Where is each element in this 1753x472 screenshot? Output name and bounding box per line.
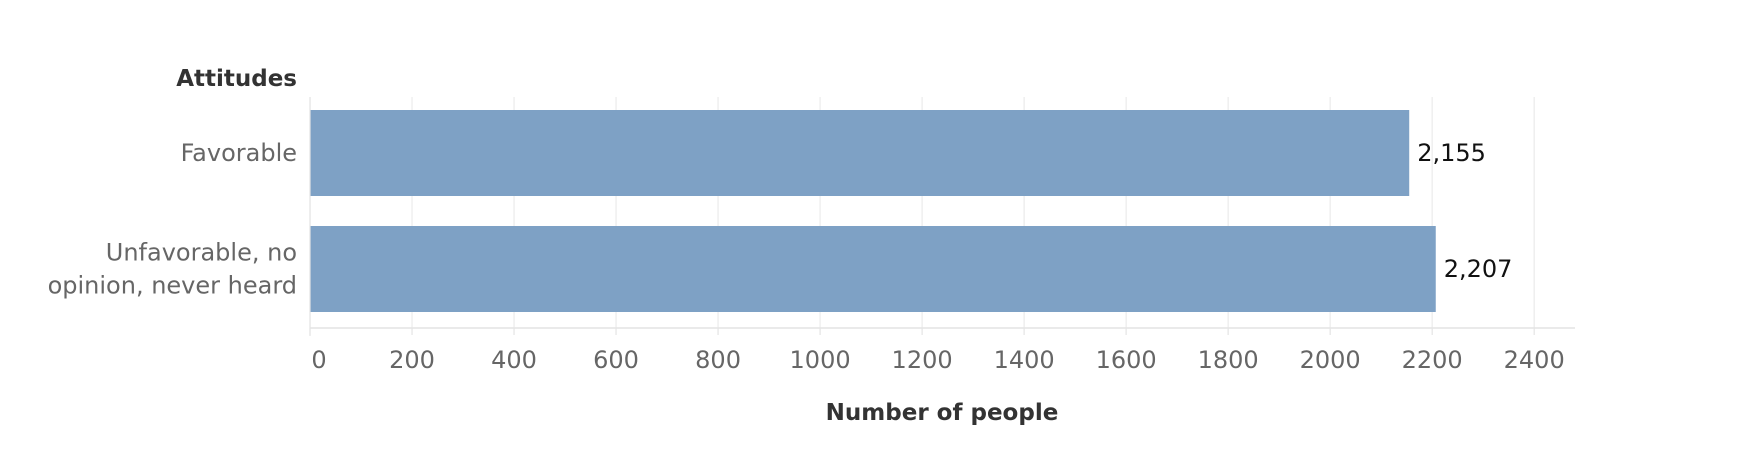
category-label-0-line-0: Favorable [181,139,297,167]
x-tick-label: 1000 [790,346,851,374]
bars [310,110,1436,312]
category-label-1-line-0: Unfavorable, no [106,239,297,267]
x-tick-label: 200 [389,346,435,374]
x-tick-label: 2000 [1300,346,1361,374]
labels: Attitudes Number of people 2,155 Favorabl… [48,66,1513,426]
x-tick-label: 800 [695,346,741,374]
data-label-1: 2,207 [1444,255,1513,283]
data-label-0: 2,155 [1417,139,1486,167]
x-axis-title: Number of people [826,400,1059,426]
bar-1[interactable] [310,226,1436,312]
x-tick-label: 1200 [892,346,953,374]
x-axis: 0 200 400 600 800 1000 1200 1400 1600 1800 2000 220… [309,97,1575,374]
x-tick-label: 2400 [1504,346,1565,374]
x-tick-label: 1600 [1096,346,1157,374]
bar-0[interactable] [310,110,1410,196]
x-tick-label: 2200 [1402,346,1463,374]
category-label-1-line-1: opinion, never heard [48,272,297,300]
x-tick-label: 1400 [994,346,1055,374]
x-tick-label: 1800 [1198,346,1259,374]
category-header: Attitudes [176,66,297,92]
x-tick-label: 600 [593,346,639,374]
x-tick-label: 400 [491,346,537,374]
x-tick-label: 0 [311,346,326,374]
